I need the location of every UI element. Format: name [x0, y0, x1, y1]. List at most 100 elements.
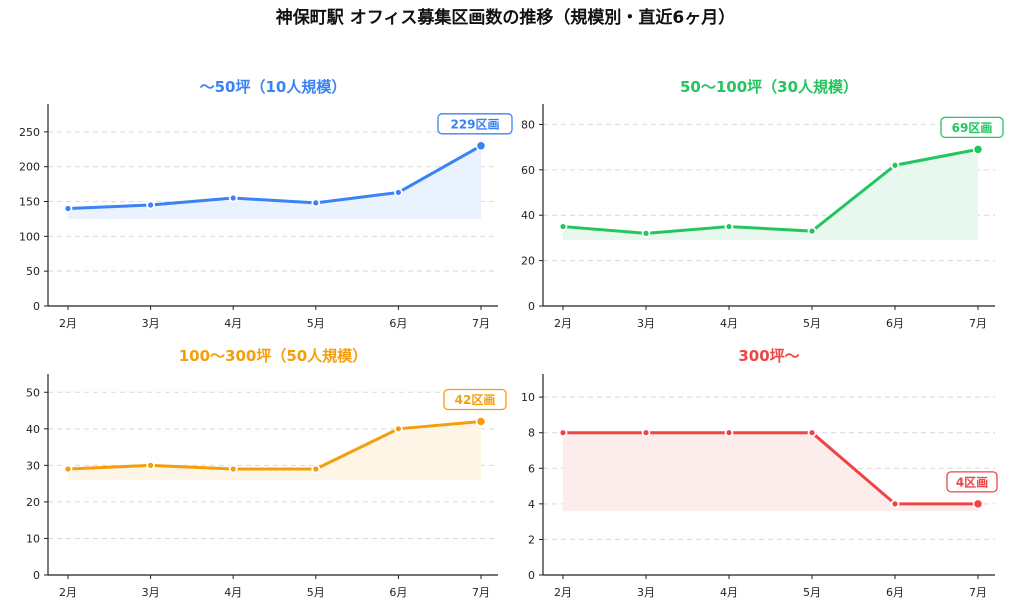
- data-point: [228, 193, 238, 203]
- chart-title: 〜50坪（10人規模）: [200, 78, 347, 96]
- y-tick-label: 6: [528, 462, 535, 475]
- x-tick-label: 6月: [389, 586, 407, 599]
- data-point: [641, 228, 651, 238]
- series-line: [561, 147, 980, 235]
- y-tick-label: 0: [33, 569, 40, 582]
- y-tick-label: 2: [528, 533, 535, 546]
- data-point: [311, 198, 321, 208]
- data-point: [890, 160, 900, 170]
- x-tick-label: 2月: [554, 317, 572, 330]
- y-tick-label: 0: [33, 300, 40, 313]
- data-point: [63, 204, 73, 213]
- y-tick-label: 4: [528, 498, 535, 511]
- data-point: [890, 499, 900, 509]
- x-tick-label: 4月: [224, 317, 242, 330]
- chart-title: 300坪〜: [738, 347, 799, 365]
- data-point: [146, 200, 156, 210]
- value-callout: 69区画: [940, 116, 1004, 139]
- y-tick-label: 0: [528, 569, 535, 582]
- value-callout: 229区画: [437, 113, 513, 135]
- callout-label: 69区画: [952, 121, 993, 135]
- x-tick-label: 7月: [969, 317, 987, 330]
- y-tick-label: 250: [19, 126, 40, 139]
- y-tick-label: 10: [521, 391, 535, 404]
- y-tick-label: 30: [26, 459, 40, 472]
- y-tick-label: 100: [19, 230, 40, 243]
- x-tick-label: 2月: [59, 586, 77, 599]
- x-tick-label: 7月: [969, 586, 987, 599]
- x-tick-label: 3月: [637, 317, 655, 330]
- x-tick-label: 6月: [886, 317, 904, 330]
- x-tick-label: 6月: [886, 586, 904, 599]
- series-area: [68, 145, 481, 219]
- data-point: [311, 464, 321, 474]
- callout-label: 4区画: [956, 475, 988, 489]
- data-point: [146, 460, 156, 470]
- series-area: [563, 432, 978, 511]
- value-callout: 4区画: [946, 471, 998, 493]
- y-tick-label: 10: [26, 532, 40, 545]
- data-point: [475, 416, 487, 427]
- x-tick-label: 6月: [389, 317, 407, 330]
- callout-box: [940, 116, 1004, 139]
- data-point: [558, 222, 568, 231]
- chart-title: 100〜300坪（50人規模）: [179, 347, 368, 365]
- callout-label: 42区画: [455, 393, 496, 407]
- x-tick-label: 2月: [59, 317, 77, 330]
- y-tick-label: 8: [528, 427, 535, 440]
- data-point: [641, 428, 651, 438]
- chart-panel-4: 300坪〜 0 2 4 6 8 10 2月 3月 4月 5月 6月 7月 4区画: [521, 347, 998, 599]
- x-tick-label: 3月: [142, 317, 160, 330]
- y-tick-label: 50: [26, 386, 40, 399]
- x-tick-label: 2月: [554, 586, 572, 599]
- y-tick-label: 20: [521, 255, 535, 268]
- x-tick-label: 5月: [307, 317, 325, 330]
- x-tick-label: 7月: [472, 317, 490, 330]
- chart-panel-3: 100〜300坪（50人規模） 0 10 20 30 40 50 2月 3月 4月 5月 6月 7月 42…: [26, 347, 507, 599]
- data-point: [807, 226, 817, 236]
- y-tick-label: 50: [26, 265, 40, 278]
- data-point: [228, 464, 238, 474]
- data-point: [63, 464, 73, 474]
- y-tick-label: 60: [521, 164, 535, 177]
- x-tick-label: 3月: [142, 586, 160, 599]
- data-point: [558, 428, 568, 438]
- y-tick-label: 0: [528, 300, 535, 313]
- x-tick-label: 4月: [224, 586, 242, 599]
- series-line: [561, 431, 980, 506]
- chart-panel-2: 50〜100坪（30人規模） 0 20 40 60 80 2月 3月 4月 5月 6月 7月 69区画: [521, 78, 1004, 330]
- series-line: [66, 420, 483, 471]
- y-tick-label: 200: [19, 161, 40, 174]
- y-tick-label: 20: [26, 496, 40, 509]
- chart-title: 50〜100坪（30人規模）: [680, 78, 858, 96]
- y-tick-label: 40: [26, 423, 40, 436]
- data-point: [724, 222, 734, 231]
- callout-box: [443, 388, 507, 411]
- data-point: [807, 428, 817, 438]
- callout-box: [437, 113, 513, 135]
- y-tick-label: 150: [19, 196, 40, 209]
- callout-label: 229区画: [450, 117, 499, 131]
- data-point: [724, 428, 734, 438]
- x-tick-label: 5月: [803, 586, 821, 599]
- data-point: [475, 140, 487, 152]
- data-point: [972, 498, 984, 510]
- value-callout: 42区画: [443, 388, 507, 411]
- x-tick-label: 5月: [803, 317, 821, 330]
- data-point: [393, 424, 403, 434]
- series-line: [66, 144, 483, 210]
- series-area: [68, 421, 481, 480]
- data-point: [972, 144, 984, 155]
- x-tick-label: 4月: [720, 586, 738, 599]
- y-tick-label: 40: [521, 209, 535, 222]
- x-tick-label: 7月: [472, 586, 490, 599]
- chart-panel-1: 〜50坪（10人規模） 0 50 100 150 200 250 2月 3月 4月 5月 6月 7月 22…: [19, 78, 513, 330]
- x-tick-label: 5月: [307, 586, 325, 599]
- x-tick-label: 4月: [720, 317, 738, 330]
- callout-box: [946, 471, 998, 493]
- series-area: [563, 149, 978, 241]
- y-tick-label: 80: [521, 118, 535, 131]
- data-point: [393, 188, 403, 197]
- page-title: 神保町駅 オフィス募集区画数の推移（規模別・直近6ヶ月）: [275, 8, 736, 28]
